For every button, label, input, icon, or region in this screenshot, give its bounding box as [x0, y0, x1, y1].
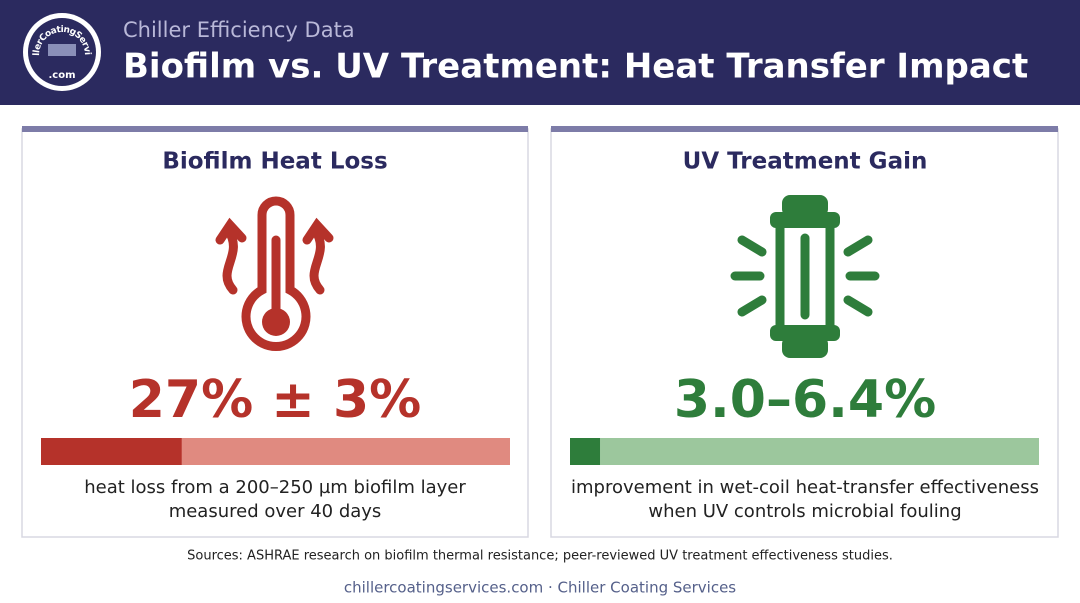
stat-label: 3.0–6.4% [674, 370, 936, 430]
stat-label: 27% ± 3% [129, 370, 422, 430]
bar-fill [570, 438, 601, 465]
description: when UV controls microbial fouling [648, 501, 961, 522]
description: measured over 40 days [169, 501, 382, 522]
logo-domain: .com [48, 70, 75, 81]
logo-icon [48, 44, 76, 56]
footer: chillercoatingservices.com · Chiller Coa… [344, 579, 736, 597]
sources: Sources: ASHRAE research on biofilm ther… [187, 549, 893, 564]
description: heat loss from a 200–250 µm biofilm laye… [84, 477, 466, 498]
description: improvement in wet-coil heat-transfer ef… [571, 477, 1039, 498]
card-title: UV Treatment Gain [683, 149, 928, 175]
uv-lamp-tubes [730, 223, 880, 330]
header-subtitle: Chiller Efficiency Data [123, 18, 355, 42]
uv-lamp-icon [770, 195, 840, 358]
card-accent [22, 126, 528, 132]
bar-track [570, 438, 1039, 465]
header-bar [0, 0, 1080, 105]
card-title: Biofilm Heat Loss [162, 149, 387, 175]
card-accent [551, 126, 1058, 132]
thermometer-bulb [262, 308, 290, 336]
header-title: Biofilm vs. UV Treatment: Heat Transfer … [123, 47, 1028, 87]
thermometer-icon [215, 196, 334, 351]
bar-fill [41, 438, 182, 465]
